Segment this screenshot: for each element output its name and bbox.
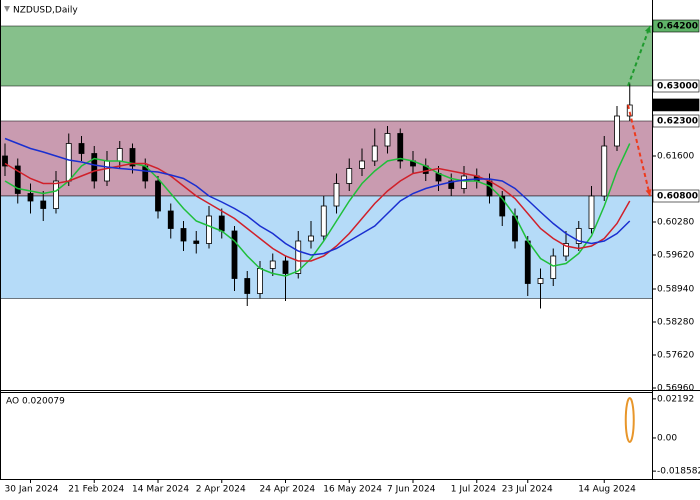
forecast-arrow (627, 104, 651, 197)
x-tick-label: 7 Jun 2024 (387, 485, 436, 495)
symbol-icon (4, 6, 10, 12)
candle-body (193, 240, 200, 244)
candle-body (167, 210, 174, 229)
y-tick-label: 0.58940 (657, 285, 694, 295)
zone (1, 26, 652, 86)
zone (1, 121, 652, 196)
candle-body (626, 104, 633, 117)
level-label-box (652, 114, 700, 128)
candle-body (14, 165, 21, 194)
x-tick-label: 1 Jul 2024 (451, 485, 496, 495)
candle-body (448, 180, 455, 189)
candle-body (27, 193, 34, 202)
y-tick-label: -0.018582 (657, 467, 700, 477)
candle-body (461, 175, 467, 189)
candle-body (308, 235, 314, 242)
candle-body (614, 115, 620, 147)
chart-title: NZDUSD,Daily (13, 6, 78, 16)
y-tick-label: 0.58280 (657, 318, 694, 328)
candle-body (359, 160, 365, 169)
candle-body (575, 228, 582, 244)
candle-body (180, 228, 187, 242)
plot (2, 83, 633, 309)
forecast-arrow (627, 25, 651, 87)
moving-average (4, 162, 631, 262)
candle-body (2, 155, 8, 167)
candle-body (537, 278, 544, 284)
level-label: 0.63000 (657, 82, 698, 92)
candle-body (257, 268, 263, 294)
candle-body (371, 145, 378, 162)
candle-body (550, 255, 557, 279)
candle-body (524, 240, 531, 284)
level-label: 0.64200 (657, 22, 698, 32)
candle-body (397, 133, 404, 162)
x-tick-label: 30 Jan 2024 (5, 485, 59, 495)
y-tick-label: 0.02192 (657, 394, 694, 404)
forecast-arrowhead (644, 26, 651, 33)
candle-body (601, 145, 608, 197)
candle-body (333, 183, 340, 207)
candle-body (206, 215, 212, 244)
level-label: 0.62621 (657, 100, 698, 110)
candle-body (53, 180, 59, 209)
y-tick-label: 0.59620 (657, 251, 694, 261)
candle-body (346, 168, 353, 184)
candle-body (295, 240, 302, 274)
y-tick-label: 0.61600 (657, 152, 694, 162)
candle-body (563, 243, 569, 257)
y-tick-label: 0.57620 (657, 351, 694, 361)
moving-average (4, 143, 631, 277)
candle-body (269, 260, 276, 269)
candle-body (91, 153, 98, 182)
candle-body (588, 195, 595, 229)
candle-body (65, 143, 72, 182)
level-label-box (652, 79, 700, 93)
candle-body (155, 180, 161, 212)
moving-average (4, 137, 631, 256)
level-label-box (652, 19, 700, 33)
level-label-box (652, 98, 700, 112)
x-tick-label: 23 Jul 2024 (502, 485, 553, 495)
level-label: 0.60800 (657, 192, 698, 202)
x-tick-label: 2 Apr 2024 (196, 485, 246, 495)
candle-body (40, 200, 47, 209)
candle-body (244, 278, 251, 294)
indicator-title: AO 0.020079 (6, 397, 65, 407)
candle-body (218, 215, 225, 232)
candle-body (116, 148, 123, 162)
x-tick-label: 24 Apr 2024 (260, 485, 316, 495)
x-tick-label: 14 Mar 2024 (132, 485, 189, 495)
y-tick-label: 0.00 (657, 433, 677, 443)
y-tick-label: 0.56960 (657, 384, 694, 394)
candle-body (320, 205, 327, 237)
candle-body (282, 260, 289, 274)
candle-body (499, 195, 506, 217)
candle-body (129, 148, 136, 167)
x-tick-label: 16 May 2024 (323, 485, 382, 495)
candle-body (78, 143, 85, 154)
candle-body (231, 230, 238, 279)
highlight-ellipse (624, 397, 635, 444)
zones (1, 25, 652, 299)
forecast-arrowhead (645, 189, 652, 196)
x-tick-label: 14 Aug 2024 (578, 485, 636, 495)
y-tick-label: 0.60280 (657, 218, 694, 228)
candle-body (104, 160, 110, 182)
candle-body (384, 133, 391, 147)
level-label-box (652, 189, 700, 203)
level-label: 0.62300 (657, 117, 698, 127)
x-tick-label: 21 Feb 2024 (68, 485, 124, 495)
